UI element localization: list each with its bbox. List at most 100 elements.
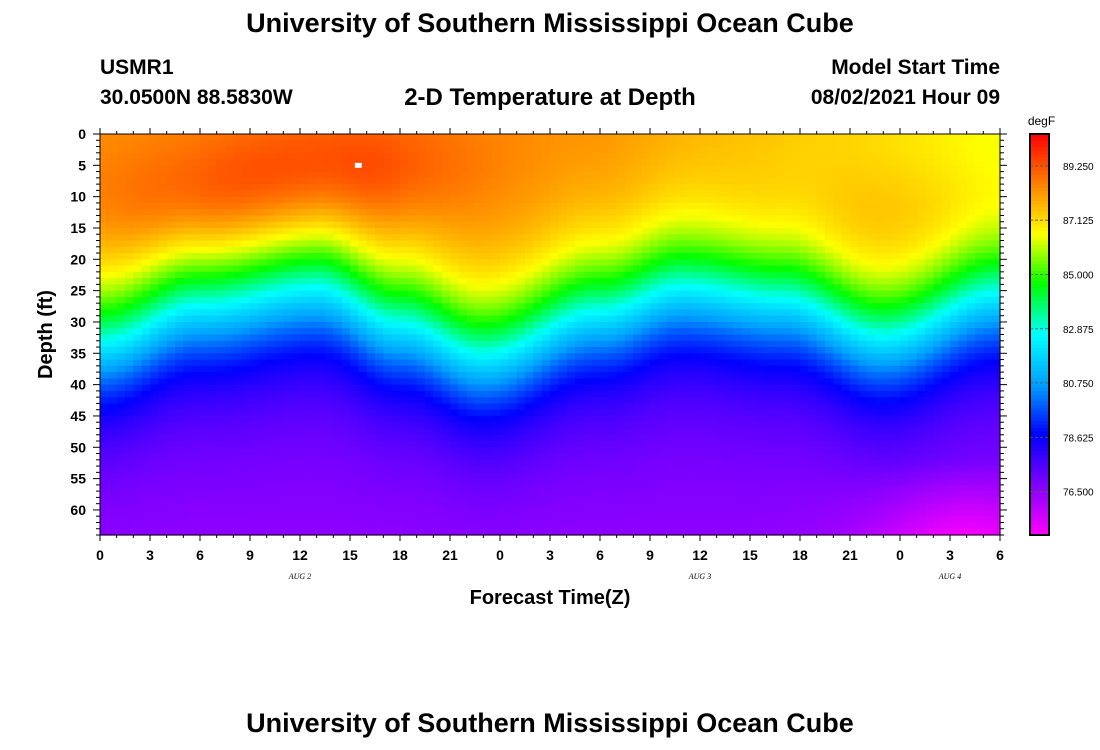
heat-cell (916, 265, 926, 273)
heat-cell (350, 165, 359, 173)
heat-cell (325, 328, 334, 336)
heat-cell (558, 415, 568, 423)
heat-cell (216, 146, 226, 154)
heat-cell (150, 284, 159, 292)
heat-cell (900, 227, 909, 235)
heat-cell (400, 359, 409, 367)
heat-cell (833, 265, 843, 273)
heat-cell (900, 271, 909, 279)
heat-cell (333, 271, 343, 279)
heat-cell (316, 265, 326, 273)
heat-cell (683, 334, 693, 342)
heat-cell (150, 372, 159, 379)
page-title: University of Southern Mississippi Ocean… (246, 8, 854, 38)
heat-cell (625, 140, 634, 148)
heat-cell (408, 290, 418, 298)
heat-cell (133, 140, 143, 148)
heat-cell (333, 146, 343, 154)
heat-cell (591, 146, 601, 154)
heat-cell (208, 177, 218, 185)
heat-cell (975, 334, 984, 342)
heat-cell (366, 215, 376, 223)
heat-cell (133, 321, 143, 329)
heat-cell (925, 240, 934, 248)
heat-cell (141, 359, 151, 367)
heat-cell (450, 171, 459, 179)
heat-cell (441, 328, 451, 336)
heat-cell (150, 202, 159, 210)
heat-cell (625, 259, 634, 267)
heat-cell (241, 246, 251, 254)
heat-cell (391, 415, 401, 423)
heat-cell (583, 365, 593, 373)
heat-cell (883, 202, 893, 210)
heat-cell (450, 290, 459, 298)
heat-cell (808, 353, 818, 361)
heat-cell (508, 315, 518, 323)
heat-cell (933, 234, 943, 242)
heat-cell (125, 415, 134, 423)
heat-cell (408, 240, 418, 248)
heat-cell (108, 159, 118, 166)
heat-cell (241, 259, 251, 267)
heat-cell (500, 315, 509, 323)
heat-cell (425, 278, 434, 285)
heat-cell (908, 309, 918, 317)
heat-cell (500, 415, 509, 423)
heat-cell (108, 378, 118, 386)
heat-cell (425, 390, 434, 398)
heat-cell (241, 253, 251, 260)
heat-cell (791, 384, 801, 392)
heat-cell (966, 303, 976, 311)
heat-cell (850, 284, 859, 292)
heat-cell (783, 234, 793, 242)
heat-cell (425, 165, 434, 173)
heat-cell (475, 321, 484, 329)
heat-cell (283, 415, 293, 423)
heat-cell (983, 328, 993, 336)
heat-cell (966, 384, 976, 392)
heat-cell (375, 334, 384, 342)
heat-cell (658, 152, 668, 160)
heat-cell (900, 265, 909, 273)
heat-cell (658, 240, 668, 248)
heat-cell (625, 347, 634, 354)
heat-cell (675, 290, 684, 298)
heat-cell (650, 340, 659, 348)
heat-cell (366, 321, 376, 329)
heat-cell (258, 372, 268, 379)
heat-cell (916, 152, 926, 160)
heat-cell (925, 196, 934, 204)
heat-cell (391, 221, 401, 229)
heat-cell (200, 384, 209, 392)
heat-cell (333, 409, 343, 417)
heat-cell (958, 378, 968, 386)
heat-cell (775, 177, 784, 185)
heat-cell (608, 353, 618, 361)
heat-cell (916, 321, 926, 329)
heat-cell (458, 134, 468, 141)
heat-cell (550, 209, 559, 217)
heat-cell (508, 378, 518, 386)
heat-cell (183, 347, 193, 354)
heat-cell (575, 409, 584, 417)
heat-cell (700, 378, 709, 386)
heat-cell (125, 296, 134, 304)
heat-cell (383, 165, 393, 173)
heat-cell (158, 159, 168, 166)
heat-cell (558, 397, 568, 405)
heat-cell (875, 202, 884, 210)
heat-cell (533, 190, 543, 198)
heat-cell (925, 152, 934, 160)
heat-cell (541, 159, 551, 166)
heat-cell (991, 328, 1001, 336)
heat-cell (833, 353, 843, 361)
heat-cell (816, 259, 826, 267)
heat-cell (950, 177, 959, 185)
heat-cell (575, 184, 584, 191)
heat-cell (533, 209, 543, 217)
heat-cell (600, 384, 609, 392)
heat-cell (258, 378, 268, 386)
heat-cell (741, 347, 751, 354)
heat-cell (441, 190, 451, 198)
